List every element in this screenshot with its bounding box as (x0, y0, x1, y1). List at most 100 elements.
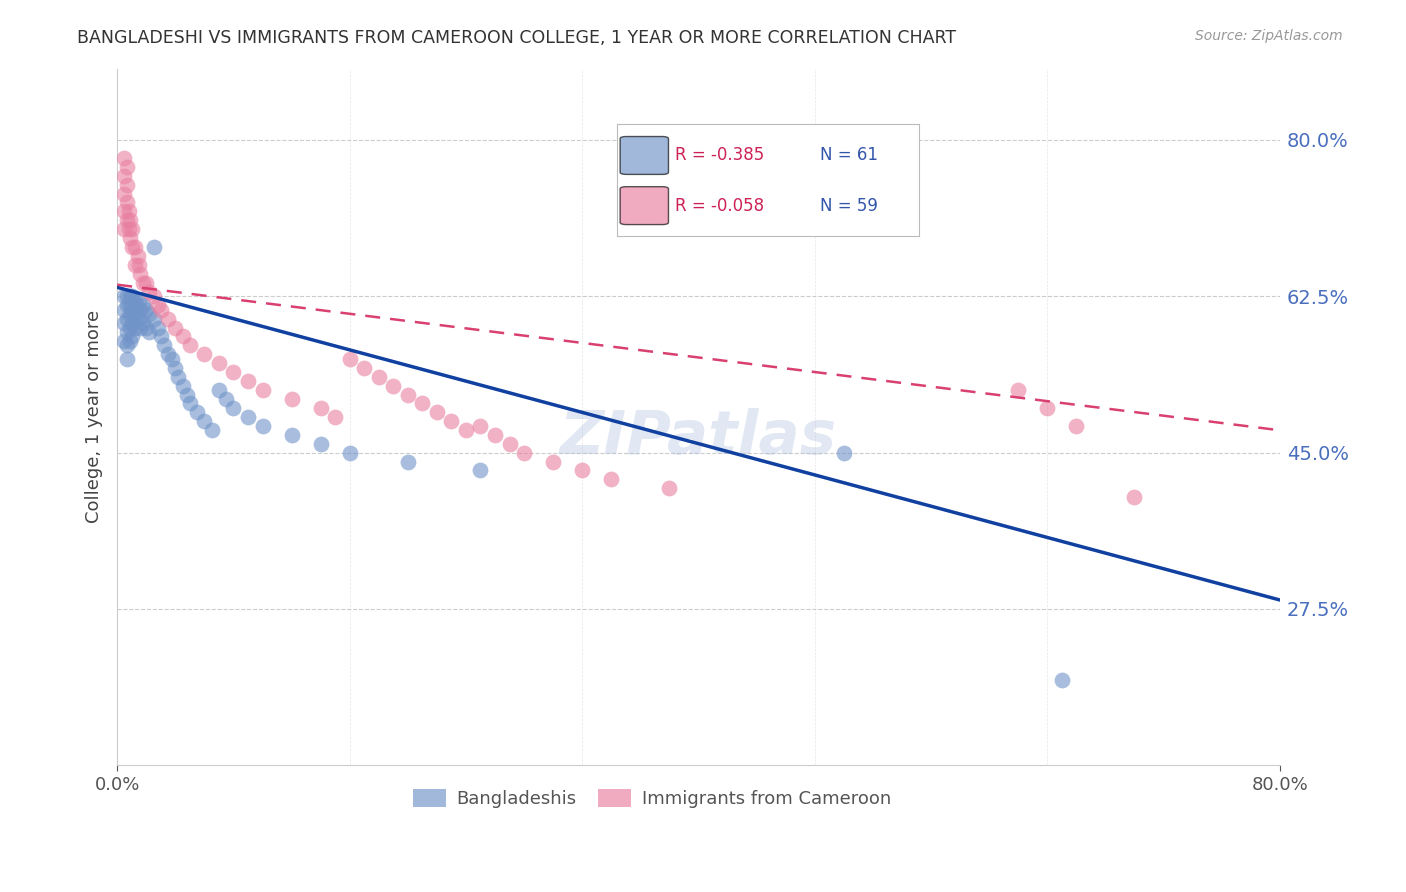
Point (114, 186, 136, 201)
Point (157, 311, 180, 326)
Point (280, 427, 302, 442)
Point (149, 329, 172, 343)
Point (129, 302, 152, 317)
Point (222, 401, 245, 415)
Point (124, 307, 146, 321)
Point (309, 401, 332, 415)
Text: BANGLADESHI VS IMMIGRANTS FROM CAMEROON COLLEGE, 1 YEAR OR MORE CORRELATION CHAR: BANGLADESHI VS IMMIGRANTS FROM CAMEROON … (77, 29, 956, 46)
Point (470, 418, 492, 433)
Point (193, 414, 215, 428)
Point (142, 311, 165, 326)
Point (470, 463, 492, 477)
Point (252, 383, 274, 397)
Point (114, 204, 136, 219)
Y-axis label: College, 1 year or more: College, 1 year or more (86, 310, 103, 524)
Point (339, 445, 361, 459)
Point (135, 302, 157, 317)
Point (208, 356, 231, 370)
Point (157, 347, 180, 361)
Point (121, 302, 143, 317)
Point (135, 276, 157, 290)
Point (138, 307, 160, 321)
Point (236, 409, 259, 424)
Point (396, 387, 419, 401)
Point (117, 213, 139, 227)
Point (236, 374, 259, 388)
Point (117, 178, 139, 192)
Point (117, 289, 139, 303)
Point (309, 436, 332, 450)
Point (1123, 490, 1146, 504)
Point (165, 360, 187, 375)
Point (193, 347, 215, 361)
Point (114, 316, 136, 330)
Point (484, 427, 506, 442)
Point (339, 351, 361, 366)
Point (118, 222, 141, 236)
Point (117, 325, 139, 339)
Point (513, 445, 536, 459)
Point (165, 320, 187, 334)
Point (124, 240, 146, 254)
Point (120, 307, 142, 321)
Point (114, 302, 136, 317)
Point (658, 481, 681, 495)
Point (117, 298, 139, 312)
Point (176, 387, 198, 401)
Point (129, 267, 152, 281)
Point (600, 472, 623, 486)
Point (186, 405, 208, 419)
Point (353, 360, 375, 375)
Point (121, 289, 143, 303)
Point (1066, 418, 1088, 433)
Point (149, 302, 172, 317)
Point (172, 329, 194, 343)
Text: ZIPatlas: ZIPatlas (560, 409, 837, 467)
Point (426, 405, 449, 419)
Point (118, 204, 141, 219)
Point (128, 258, 150, 272)
Point (280, 392, 302, 406)
Point (454, 423, 477, 437)
Point (382, 378, 405, 392)
Point (132, 298, 155, 312)
Point (142, 240, 165, 254)
Point (127, 249, 149, 263)
Point (167, 369, 190, 384)
Point (132, 276, 155, 290)
Point (146, 320, 169, 334)
Point (125, 311, 148, 326)
Point (120, 334, 142, 348)
Point (142, 289, 165, 303)
Point (120, 320, 142, 334)
Point (1007, 383, 1029, 397)
Point (124, 258, 146, 272)
Point (367, 369, 389, 384)
Point (117, 160, 139, 174)
Point (179, 338, 201, 352)
Point (121, 222, 143, 236)
Point (117, 311, 139, 326)
Point (172, 378, 194, 392)
Point (120, 289, 142, 303)
Text: Source: ZipAtlas.com: Source: ZipAtlas.com (1195, 29, 1343, 43)
Point (323, 409, 346, 424)
Point (152, 338, 174, 352)
Point (215, 392, 238, 406)
Point (124, 320, 146, 334)
Point (162, 351, 184, 366)
Point (571, 463, 593, 477)
Point (222, 365, 245, 379)
Point (179, 396, 201, 410)
Point (117, 195, 139, 210)
Point (138, 285, 160, 299)
Point (128, 311, 150, 326)
Point (498, 436, 520, 450)
Point (1050, 673, 1073, 688)
Point (121, 240, 143, 254)
Point (114, 289, 136, 303)
Point (440, 414, 463, 428)
Point (117, 351, 139, 366)
Point (114, 169, 136, 183)
Point (114, 334, 136, 348)
